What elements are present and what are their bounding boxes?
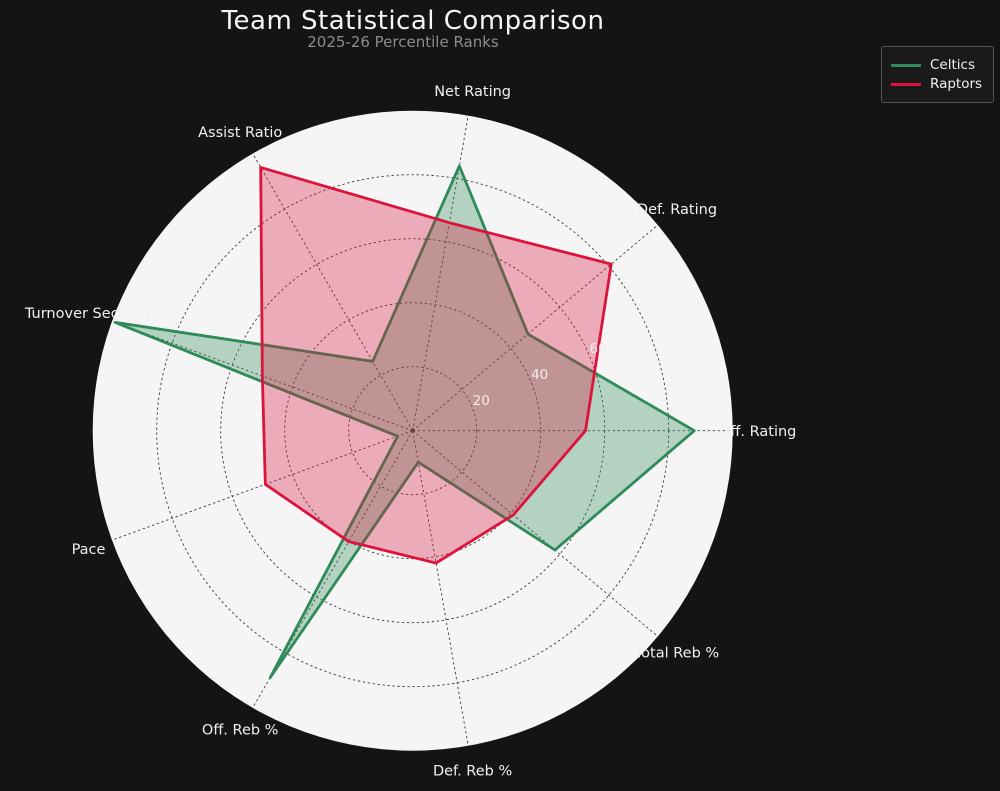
axis-label-turnover-security: Turnover Security (24, 306, 153, 322)
legend: Celtics Raptors (881, 46, 995, 103)
axis-label-off-rating: Off. Rating (719, 424, 796, 440)
legend-item-raptors: Raptors (891, 76, 982, 92)
axis-label-pace: Pace (72, 542, 106, 558)
series-polygon-celtics (113, 164, 696, 679)
r-tick-label: 60 (590, 341, 607, 357)
center-dot (410, 428, 416, 434)
r-tick-label: 80 (648, 315, 665, 331)
axis-labels: Net Rating Def. Rating Off. Rating Total Re… (24, 84, 796, 780)
celtics-line-swatch (891, 63, 921, 67)
series-polygon-raptors (259, 166, 613, 565)
axis-label-assist-ratio: Assist Ratio (198, 125, 282, 141)
r-tick-label: 40 (531, 367, 548, 383)
chart-title: Team Statistical Comparison (221, 6, 605, 36)
raptors-line-swatch (891, 82, 921, 86)
axis-label-def-rating: Def. Rating (637, 202, 717, 218)
legend-label-celtics: Celtics (930, 57, 975, 73)
axis-label-off-reb-: Off. Reb % (202, 723, 279, 739)
r-tick-label: 20 (473, 393, 490, 409)
radial-tick-labels: 20 40 60 80 (473, 315, 666, 409)
legend-item-celtics: Celtics (891, 57, 982, 73)
axis-label-total-reb-: Total Reb % (634, 646, 719, 662)
chart-subtitle: 2025-26 Percentile Ranks (307, 33, 499, 51)
axis-label-def-reb-: Def. Reb % (433, 764, 512, 780)
legend-label-raptors: Raptors (930, 76, 983, 92)
axis-label-net-rating: Net Rating (434, 84, 511, 100)
